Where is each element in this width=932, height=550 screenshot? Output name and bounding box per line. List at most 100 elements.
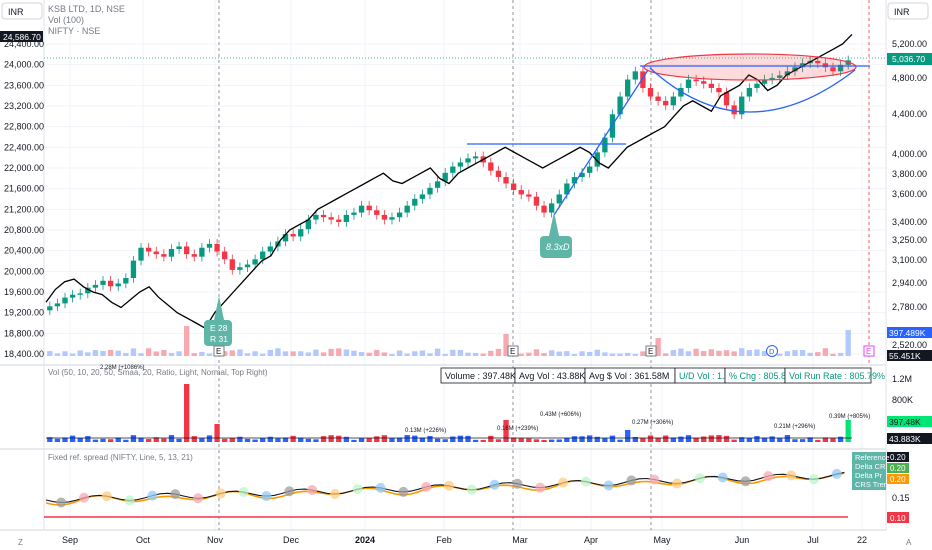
auto-scale-icon[interactable]: A: [906, 538, 912, 547]
right-tick: 3,250.00: [892, 235, 927, 245]
candle-body: [412, 198, 418, 206]
vol-bar-main: [678, 348, 684, 356]
vol-bar-main: [206, 353, 213, 356]
symbol-legend[interactable]: KSB LTD, 1D, NSE: [48, 4, 125, 14]
vol-bar-main: [548, 350, 555, 356]
vol-bar-pane: [199, 438, 205, 442]
vol-bar-main: [655, 338, 661, 356]
currency-left-box[interactable]: [1, 2, 43, 20]
trend-line: [553, 69, 649, 216]
vol-bar-main: [389, 353, 395, 356]
candle-body: [222, 251, 228, 260]
spread-tag3-bg: [887, 474, 909, 484]
candle-body: [518, 190, 524, 195]
spread-indicator-label[interactable]: Fixed ref. spread (NIFTY, Line, 5, 13, 2…: [48, 453, 193, 462]
spread-dot: [284, 486, 295, 497]
vol-bar-pane: [761, 437, 768, 442]
event-markers[interactable]: E E E D E: [213, 345, 875, 357]
right-price-axis[interactable]: 5,200.00 4,800.00 4,400.00 4,000.00 3,800.00…: [892, 39, 927, 503]
stat-text: Vol Run Rate : 805.79%: [789, 371, 885, 381]
right-tick: 2,940.00: [892, 278, 927, 288]
vol-bar-pane: [647, 435, 654, 442]
time-label: Mar: [512, 535, 528, 545]
stat-text: % Chg : 805.8%: [729, 371, 794, 381]
spread-dot: [444, 480, 454, 491]
candle-body: [313, 214, 319, 220]
candle-body: [184, 246, 190, 255]
vol-bar-main: [731, 351, 737, 356]
vol-bar-pane: [450, 436, 456, 442]
vol-main2-tag-bg: [887, 350, 932, 361]
candle-body: [168, 248, 175, 257]
vol-bar-pane: [488, 435, 494, 442]
vol-bar-pane: [769, 436, 775, 442]
vol-bar-main: [815, 352, 821, 356]
vol-bar-main: [632, 353, 638, 356]
candle-body: [381, 214, 388, 220]
vol-bar-pane: [85, 436, 91, 442]
vol-bar-pane: [47, 437, 53, 442]
spread-dot: [649, 474, 660, 485]
earnings-l2: R 31: [210, 334, 228, 344]
vol-bar-main: [670, 350, 676, 356]
candle-body: [47, 306, 53, 311]
compare-legend[interactable]: NIFTY · NSE: [48, 26, 100, 36]
vol-bar-main: [115, 350, 121, 356]
candle-body: [450, 166, 456, 173]
spread-dot: [512, 478, 523, 489]
vol-bar-pane: [457, 435, 464, 442]
drawings[interactable]: [467, 53, 870, 216]
candle-body: [617, 96, 623, 115]
candle-body: [62, 297, 68, 304]
spread-dot: [694, 473, 705, 484]
candle-body: [685, 79, 692, 88]
candle-body: [237, 267, 243, 270]
zoom-icon[interactable]: Z: [18, 538, 23, 547]
spread-dot: [124, 495, 135, 506]
vol-bar-main: [754, 349, 760, 356]
vol-bar-main: [252, 351, 258, 356]
candle-body: [830, 67, 836, 72]
vol-bar-main: [54, 353, 61, 356]
candle-body: [298, 229, 304, 237]
spread-dot: [329, 489, 340, 500]
vol-bar-main: [305, 352, 311, 356]
right-current-tag-bg: [887, 53, 932, 65]
vol-main-tag-bg: [887, 327, 932, 338]
vol-bar-main: [602, 352, 608, 356]
vol-bar-pane: [837, 436, 844, 442]
left-tick: 20,000.00: [4, 266, 44, 276]
earnings-bubble[interactable]: E 28 R 31: [204, 296, 232, 346]
left-tick: 21,600.00: [4, 184, 44, 194]
rs-bubble[interactable]: 8.3xD: [540, 212, 572, 258]
candle-body: [754, 83, 760, 88]
vol-bar-main: [746, 350, 753, 356]
time-label: Dec: [283, 535, 300, 545]
right-tick: 2,520.00: [892, 340, 927, 350]
left-price-axis[interactable]: 24,400.00 24,000.00 23,600.00 23,200.00 22,8…: [4, 39, 44, 359]
time-axis[interactable]: Sep Oct Nov Dec 2024 Feb Mar Apr May Jun Jul 22: [62, 535, 867, 545]
spread-dot: [558, 477, 569, 488]
vol-indicator-label[interactable]: Vol (50, 10, 20, 50, Smaa, 20, Ratio, Li…: [48, 368, 268, 377]
candle-body: [503, 177, 509, 184]
spread-lines: [44, 468, 848, 518]
candle-body: [214, 243, 220, 252]
vol-note: 0.43M (+606%): [540, 412, 581, 418]
vol-legend[interactable]: Vol (100): [48, 15, 84, 25]
vol-bar-pane: [716, 435, 722, 442]
candle-body: [792, 67, 798, 72]
vol-bar-pane: [54, 438, 61, 442]
vol-bar-main: [374, 349, 380, 356]
vol-bar-main: [564, 351, 570, 356]
candle-body: [602, 137, 608, 153]
vol-bar-main: [457, 350, 464, 356]
currency-right-box[interactable]: [887, 2, 929, 20]
candle-body: [845, 60, 851, 65]
vol-bar-pane: [176, 438, 182, 442]
vol-bar-pane: [222, 438, 228, 442]
vol-bar-main: [320, 352, 327, 356]
vol-bar-main: [609, 353, 616, 356]
vol-bar-pane: [298, 437, 304, 442]
e-marker-4: E: [866, 347, 871, 356]
left-tick: 19,200.00: [4, 308, 44, 318]
